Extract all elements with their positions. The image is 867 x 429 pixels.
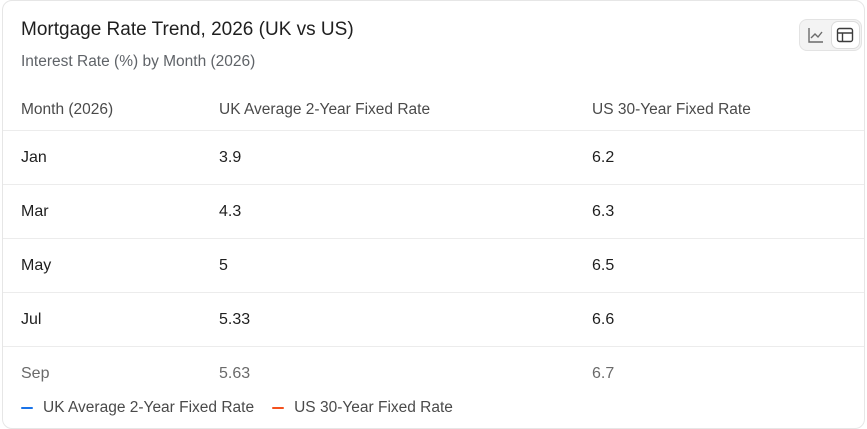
- table-row: Sep 5.63 6.7: [3, 347, 864, 401]
- legend-label-us: US 30-Year Fixed Rate: [294, 399, 453, 416]
- table-cell-uk-rate: 3.9: [219, 148, 242, 166]
- table-row: Mar 4.3 6.3: [3, 185, 864, 239]
- table-cell-month: Jul: [21, 310, 42, 328]
- line-chart-view-button[interactable]: [802, 22, 830, 48]
- column-header: Month (2026): [21, 100, 114, 118]
- table-cell-month: Mar: [21, 202, 49, 220]
- table-cell-uk-rate: 4.3: [219, 202, 242, 220]
- chart-legend: UK Average 2-Year Fixed Rate US 30-Year …: [21, 399, 471, 417]
- table-header-row: Month (2026) UK Average 2-Year Fixed Rat…: [3, 89, 864, 131]
- table-row: May 5 6.5: [3, 239, 864, 293]
- legend-swatch-uk: [21, 407, 33, 409]
- view-toggle: [799, 19, 862, 51]
- table-cell-uk-rate: 5.63: [219, 365, 251, 382]
- table-cell-uk-rate: 5: [219, 256, 228, 274]
- table-row: Jan 3.9 6.2: [3, 131, 864, 185]
- table-view-button[interactable]: [831, 22, 859, 48]
- table-cell-month: Sep: [21, 365, 50, 382]
- line-chart-icon: [808, 28, 823, 43]
- table-cell-us-rate: 6.3: [592, 202, 615, 220]
- chart-subtitle: Interest Rate (%) by Month (2026): [21, 53, 256, 70]
- table-row: Jul 5.33 6.6: [3, 293, 864, 347]
- legend-item-uk[interactable]: UK Average 2-Year Fixed Rate: [21, 399, 254, 417]
- data-table: Month (2026) UK Average 2-Year Fixed Rat…: [3, 89, 864, 401]
- chart-title: Mortgage Rate Trend, 2026 (UK vs US): [21, 19, 354, 40]
- legend-swatch-us: [272, 407, 285, 409]
- column-header: US 30-Year Fixed Rate: [592, 100, 751, 118]
- table-cell-month: May: [21, 256, 52, 274]
- table-cell-us-rate: 6.6: [592, 310, 615, 328]
- table-icon: [837, 27, 854, 43]
- table-cell-month: Jan: [21, 148, 47, 166]
- table-cell-uk-rate: 5.33: [219, 310, 251, 328]
- table-cell-us-rate: 6.7: [592, 365, 615, 382]
- table-cell-us-rate: 6.5: [592, 256, 615, 274]
- legend-item-us[interactable]: US 30-Year Fixed Rate: [272, 399, 453, 417]
- table-cell-us-rate: 6.2: [592, 148, 615, 166]
- column-header: UK Average 2-Year Fixed Rate: [219, 100, 431, 118]
- legend-label-uk: UK Average 2-Year Fixed Rate: [43, 399, 255, 416]
